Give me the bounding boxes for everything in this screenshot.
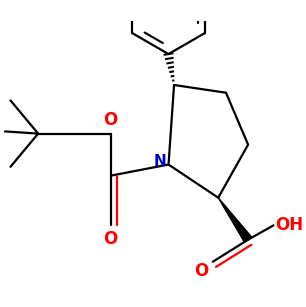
Text: N: N bbox=[153, 154, 166, 169]
Text: O: O bbox=[103, 111, 117, 129]
Polygon shape bbox=[218, 198, 252, 242]
Text: O: O bbox=[195, 262, 209, 280]
Text: OH: OH bbox=[275, 216, 303, 234]
Text: O: O bbox=[103, 230, 117, 247]
